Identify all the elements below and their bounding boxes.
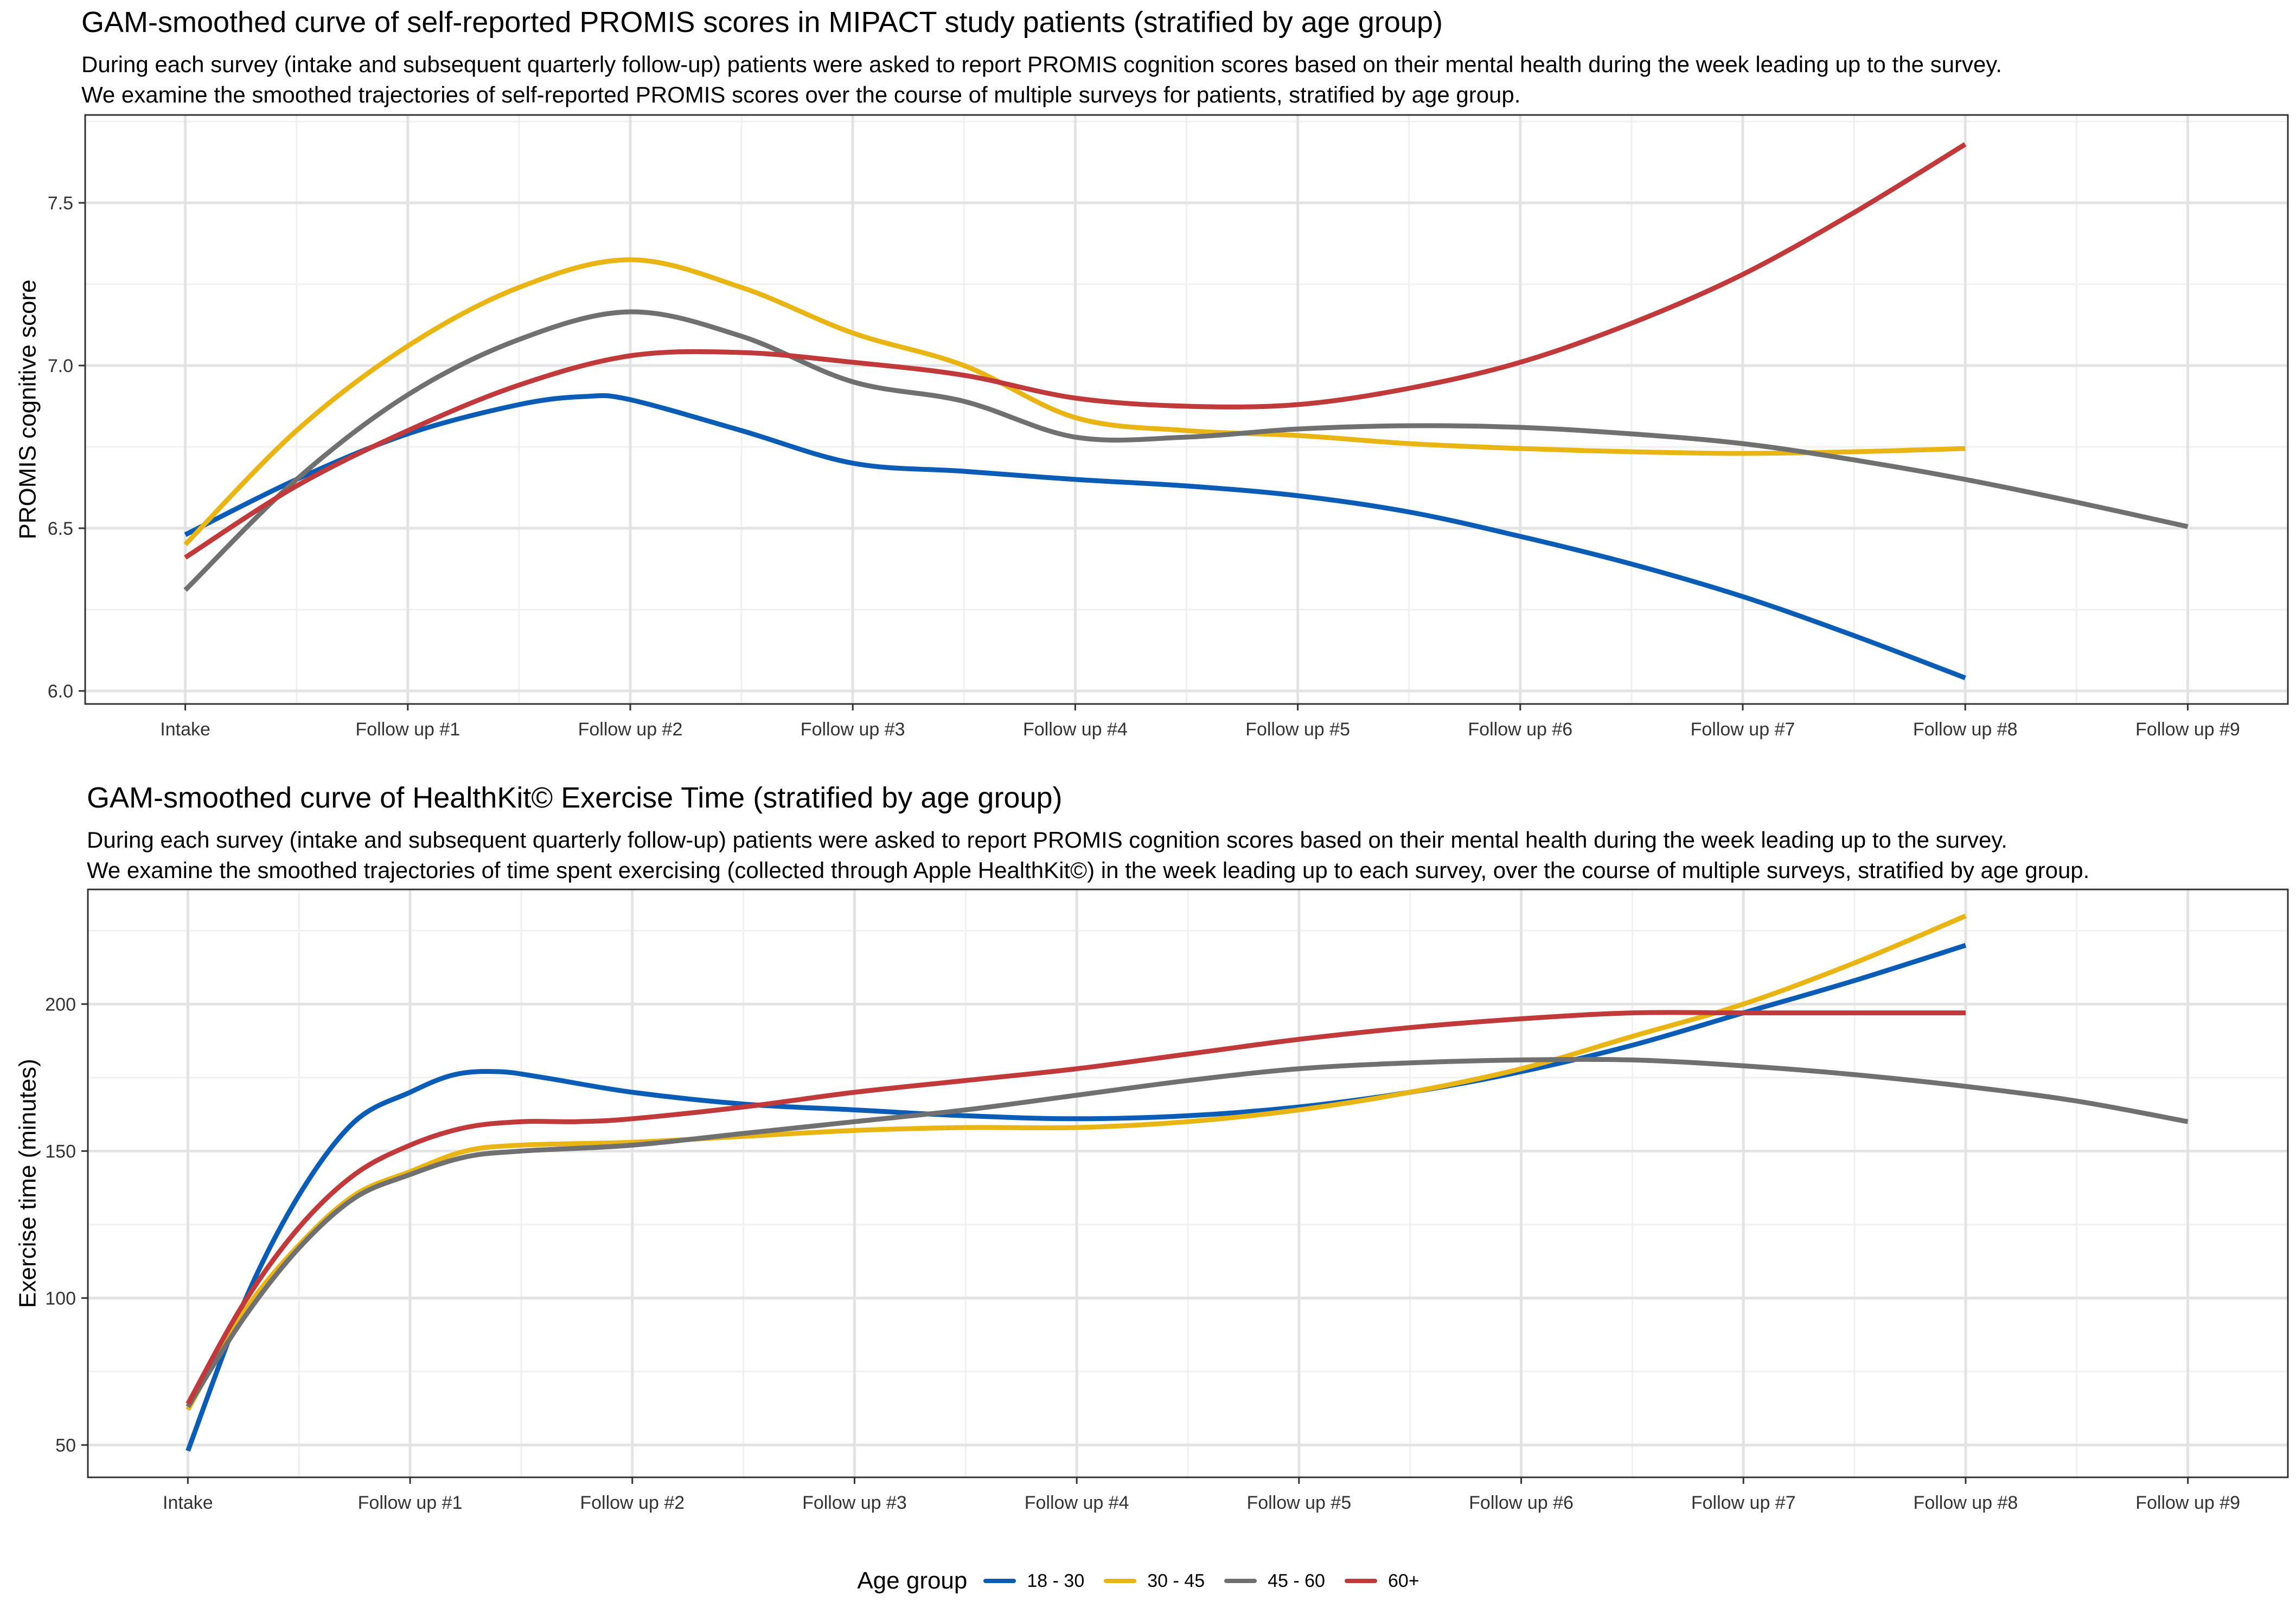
- legend-key-60-plus: [1344, 1579, 1377, 1583]
- promis-x-tick-label-follow-up-1: Follow up #1: [355, 719, 460, 740]
- promis-y-tick-label: 6.0: [48, 681, 73, 702]
- exercise-x-tick-label-follow-up-2: Follow up #2: [580, 1493, 685, 1513]
- promis-x-tick-label-intake: Intake: [160, 719, 210, 740]
- legend-item-60-plus: 60+: [1344, 1570, 1419, 1592]
- promis-chart-title: GAM-smoothed curve of self-reported PROM…: [81, 6, 1443, 39]
- legend-title: Age group: [857, 1567, 968, 1594]
- promis-plot-border: [84, 114, 2289, 705]
- promis-chart-panel: GAM-smoothed curve of self-reported PROM…: [0, 0, 2296, 759]
- exercise-series-line-45-60: [186, 1056, 2189, 1408]
- legend-key-45-60: [1224, 1579, 1257, 1583]
- legend-key-30-45: [1104, 1579, 1137, 1583]
- promis-series-line-60: [184, 142, 1967, 560]
- legend-label-45-60: 45 - 60: [1268, 1570, 1325, 1591]
- exercise-x-tick-label-intake: Intake: [163, 1493, 213, 1513]
- exercise-y-tick-label: 100: [45, 1288, 76, 1309]
- exercise-y-tick-label: 150: [45, 1141, 76, 1162]
- promis-chart-subtitle-line2: We examine the smoothed trajectories of …: [81, 82, 1521, 107]
- legend-item-30-45: 30 - 45: [1104, 1571, 1205, 1592]
- exercise-chart-subtitle-line1: During each survey (intake and subsequen…: [87, 827, 2007, 853]
- exercise-series-line-60: [186, 1010, 1966, 1405]
- exercise-x-tick-label-follow-up-8: Follow up #8: [1914, 1493, 2018, 1513]
- legend-item-18-30: 18 - 30: [983, 1571, 1084, 1592]
- promis-x-tick-label-follow-up-4: Follow up #4: [1023, 719, 1128, 740]
- promis-x-tick-label-follow-up-9: Follow up #9: [2135, 719, 2240, 740]
- legend-key-18-30: [983, 1579, 1016, 1583]
- exercise-y-axis-label: Exercise time (minutes): [15, 1059, 41, 1308]
- exercise-chart-subtitle-line2: We examine the smoothed trajectories of …: [87, 857, 2090, 883]
- promis-chart-subtitle-line1: During each survey (intake and subsequen…: [81, 52, 2002, 77]
- promis-x-tick-label-follow-up-8: Follow up #8: [1913, 719, 2018, 740]
- exercise-x-tick-label-follow-up-1: Follow up #1: [358, 1493, 463, 1513]
- promis-x-tick-label-follow-up-5: Follow up #5: [1245, 719, 1350, 740]
- exercise-chart-panel: GAM-smoothed curve of HealthKit© Exercis…: [0, 776, 2296, 1546]
- exercise-series-line-30-45: [186, 913, 1967, 1411]
- exercise-x-tick-label-follow-up-4: Follow up #4: [1025, 1493, 1129, 1513]
- promis-series-line-45-60: [183, 309, 2189, 592]
- exercise-y-tick-label: 200: [45, 994, 76, 1015]
- promis-x-tick-label-follow-up-7: Follow up #7: [1691, 719, 1795, 740]
- promis-series-line-18-30: [184, 393, 1966, 681]
- promis-chart-plot: Intake Follow up #1 Follow up #2 Follow up …: [15, 114, 2289, 740]
- exercise-chart-title: GAM-smoothed curve of HealthKit© Exercis…: [87, 782, 1063, 814]
- exercise-chart-plot: Intake Follow up #1 Follow up #2 Follow up …: [15, 888, 2289, 1513]
- legend-label-18-30: 18 - 30: [1027, 1570, 1085, 1591]
- promis-series-line-30-45: [183, 257, 1966, 547]
- exercise-x-tick-label-follow-up-7: Follow up #7: [1691, 1493, 1796, 1513]
- exercise-plot-border: [87, 888, 2289, 1478]
- legend-label-60-plus: 60+: [1387, 1570, 1419, 1591]
- exercise-x-tick-label-follow-up-6: Follow up #6: [1469, 1493, 1574, 1513]
- legend-item-45-60: 45 - 60: [1224, 1571, 1325, 1592]
- exercise-x-tick-label-follow-up-3: Follow up #3: [802, 1493, 907, 1513]
- promis-y-axis-label: PROMIS cognitive score: [15, 279, 41, 539]
- exercise-y-tick-label: 50: [55, 1435, 76, 1456]
- promis-y-tick-label: 6.5: [48, 518, 73, 539]
- legend: Age group 18 - 30 30 - 45 45 - 60 60+: [0, 1565, 2296, 1597]
- exercise-x-tick-label-follow-up-9: Follow up #9: [2135, 1493, 2240, 1513]
- exercise-x-tick-label-follow-up-5: Follow up #5: [1246, 1493, 1351, 1513]
- promis-x-tick-label-follow-up-2: Follow up #2: [578, 719, 683, 740]
- promis-y-tick-label: 7.5: [48, 193, 73, 214]
- promis-y-tick-label: 7.0: [48, 356, 73, 376]
- promis-x-tick-label-follow-up-3: Follow up #3: [801, 719, 905, 740]
- promis-x-tick-label-follow-up-6: Follow up #6: [1468, 719, 1572, 740]
- legend-label-30-45: 30 - 45: [1147, 1570, 1205, 1591]
